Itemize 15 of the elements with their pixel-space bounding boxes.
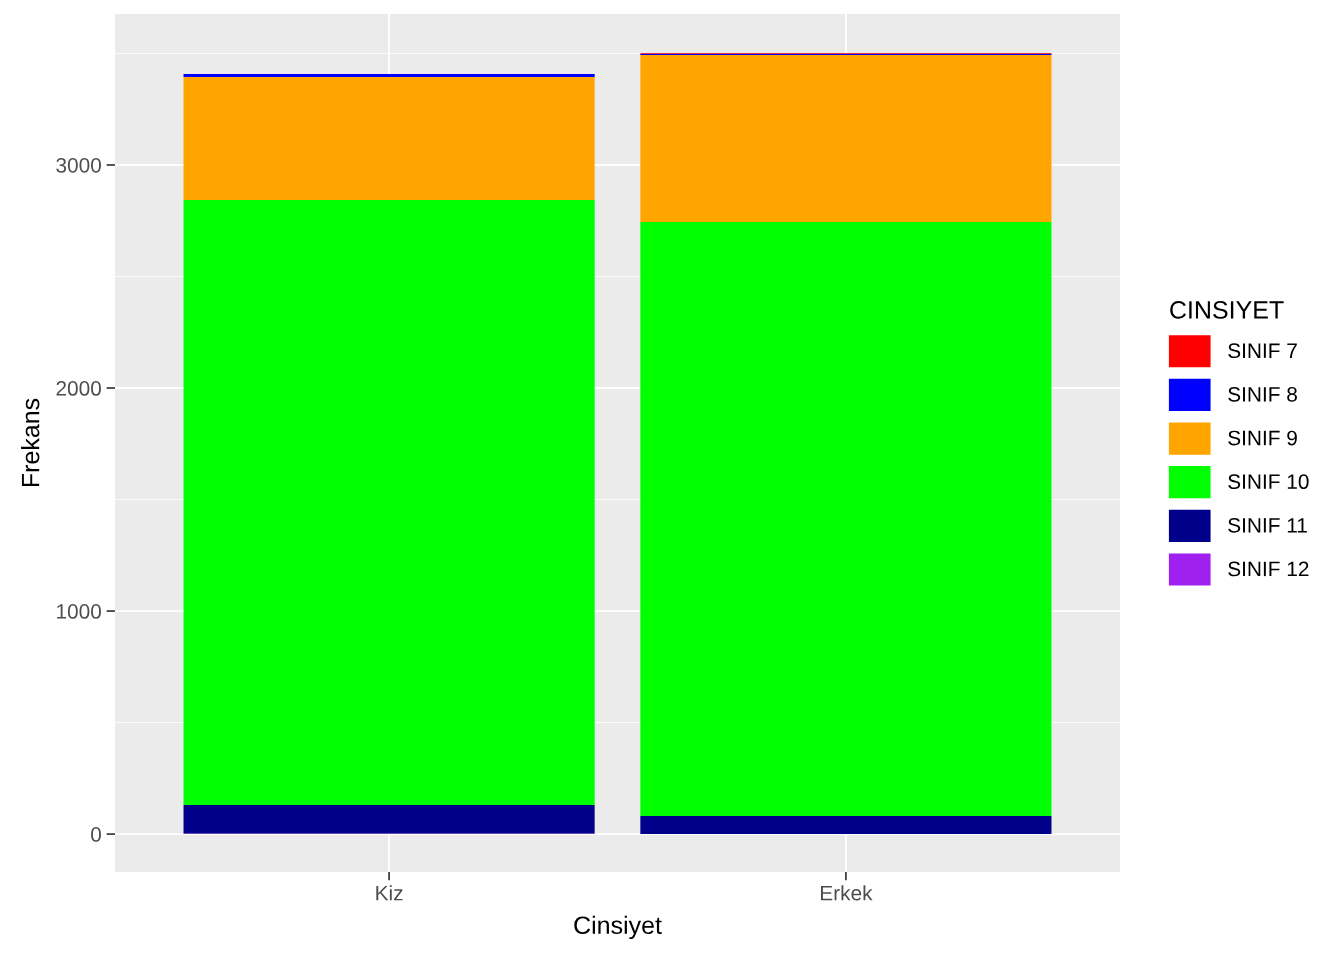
y-tick-label: 3000 — [56, 157, 101, 173]
legend-label: SINIF 7 — [1228, 343, 1297, 359]
legend-label: SINIF 8 — [1228, 386, 1297, 402]
x-tick-label: Erkek — [820, 885, 873, 901]
y-tick-label: 1000 — [57, 604, 101, 619]
y-axis-title: Frekans — [21, 398, 40, 487]
legend-label: SINIF 10 — [1228, 474, 1309, 490]
legend-label: SINIF 11 — [1228, 517, 1307, 533]
y-tick-label: 0 — [91, 827, 101, 842]
y-tick-label: 2000 — [56, 381, 101, 396]
x-tick-label: Kiz — [376, 885, 403, 901]
legend-title: CINSIYET — [1170, 301, 1284, 319]
legend-label: SINIF 9 — [1228, 430, 1297, 446]
legend-label: SINIF 12 — [1228, 561, 1309, 577]
x-axis-title: Cinsiyet — [574, 915, 662, 940]
